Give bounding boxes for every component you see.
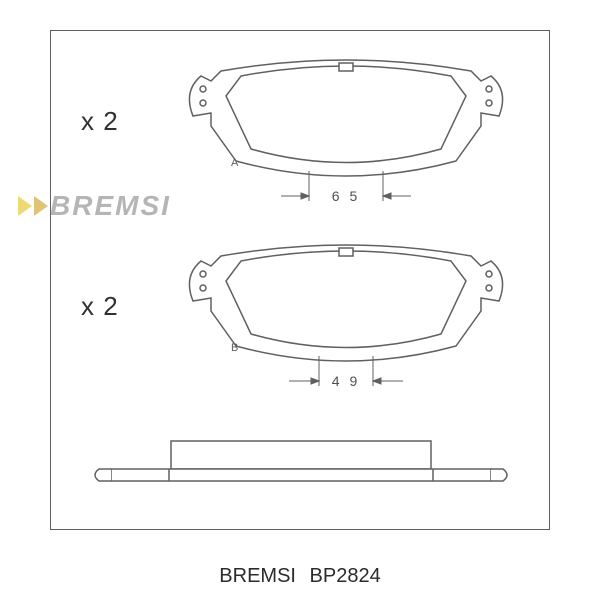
brand-watermark: BREMSI bbox=[18, 190, 171, 222]
watermark-text: BREMSI bbox=[50, 190, 171, 222]
pad-upper-corner-label: A bbox=[231, 157, 239, 169]
watermark-arrow-icon bbox=[34, 196, 48, 216]
pad-lower-dimension: 4 9 bbox=[332, 373, 360, 389]
pad-lower-diagram: B 4 9 bbox=[181, 226, 511, 416]
qty-label-lower: x 2 bbox=[81, 291, 119, 322]
pad-upper-diagram: A 6 5 bbox=[181, 41, 511, 231]
pad-lower-corner-label: B bbox=[231, 342, 238, 354]
caption: BREMSI BP2824 bbox=[0, 565, 600, 588]
figure-border: x 2 x 2 A 6 5 bbox=[50, 30, 550, 530]
caption-brand: BREMSI bbox=[219, 565, 296, 587]
caption-partno: BP2824 bbox=[310, 565, 381, 587]
pad-upper-dimension: 6 5 bbox=[332, 188, 360, 204]
qty-label-upper: x 2 bbox=[81, 106, 119, 137]
watermark-arrow-icon bbox=[18, 196, 32, 216]
side-profile bbox=[81, 431, 521, 511]
